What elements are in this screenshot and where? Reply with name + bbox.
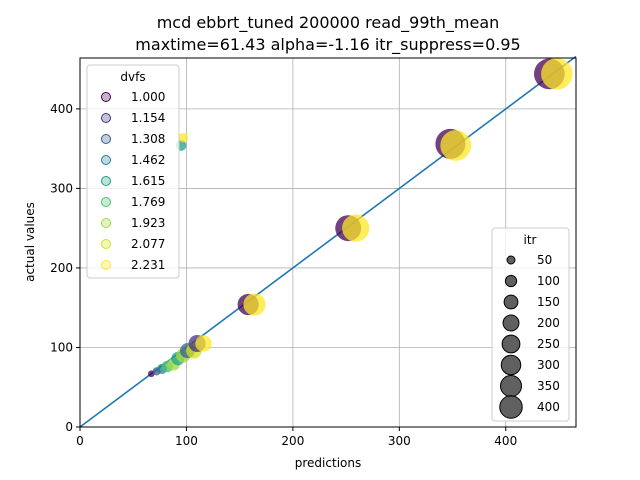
dvfs-legend-marker (101, 134, 111, 144)
itr-legend-marker (499, 395, 523, 419)
dvfs-legend-label: 2.231 (131, 258, 165, 272)
x-tick-label: 100 (175, 434, 198, 448)
itr-legend-label: 350 (537, 379, 560, 393)
dvfs-legend-marker (101, 155, 111, 165)
itr-legend-label: 50 (537, 253, 552, 267)
dvfs-legend-label: 1.769 (131, 195, 165, 209)
itr-legend-marker (500, 354, 522, 376)
x-tick-label: 300 (388, 434, 411, 448)
y-tick-label: 100 (50, 340, 73, 354)
dvfs-legend-label: 1.154 (131, 111, 165, 125)
dvfs-legend-title: dvfs (120, 70, 145, 84)
dvfs-legend-marker (101, 92, 111, 102)
itr-legend-marker (506, 255, 516, 265)
itr-legend-marker (501, 334, 521, 354)
y-axis-ticks: 0 100 200 300 400 (50, 102, 80, 434)
itr-legend-label: 300 (537, 358, 560, 372)
chart-title-line-1: mcd ebbrt_tuned 200000 read_99th_mean (157, 13, 500, 33)
dvfs-legend: dvfs 1.000 1.154 1.308 1.462 1.615 1.769 1.923… (86, 64, 180, 279)
data-point (342, 214, 370, 242)
dvfs-legend-marker (101, 239, 111, 249)
y-tick-label: 0 (65, 420, 73, 434)
dvfs-legend-label: 1.000 (131, 90, 165, 104)
y-tick-label: 300 (50, 181, 73, 195)
y-tick-label: 400 (50, 102, 73, 116)
itr-legend-label: 250 (537, 337, 560, 351)
x-axis-label: predictions (295, 456, 361, 470)
itr-legend-marker (499, 374, 523, 398)
plot-frame (79, 57, 577, 428)
data-points (147, 58, 573, 378)
y-axis-label: actual values (23, 202, 37, 282)
dvfs-legend-label: 1.308 (131, 132, 165, 146)
y-tick-label: 200 (50, 261, 73, 275)
itr-legend-marker (502, 314, 520, 332)
dvfs-legend-label: 1.923 (131, 216, 165, 230)
itr-legend-title: itr (524, 233, 537, 247)
dvfs-legend-marker (101, 197, 111, 207)
x-tick-label: 400 (494, 434, 517, 448)
dvfs-legend-marker (101, 113, 111, 123)
itr-legend-label: 150 (537, 295, 560, 309)
dvfs-legend-marker (101, 218, 111, 228)
dvfs-legend-label: 1.462 (131, 153, 165, 167)
x-tick-label: 200 (281, 434, 304, 448)
data-point (541, 58, 573, 90)
itr-legend: itr 50 100 150 200 250 300 350 400 (491, 227, 570, 422)
dvfs-legend-marker (101, 176, 111, 186)
data-point (195, 335, 212, 352)
itr-legend-label: 400 (537, 400, 560, 414)
data-point (243, 293, 266, 316)
itr-legend-label: 200 (537, 316, 560, 330)
itr-legend-label: 100 (537, 274, 560, 288)
dvfs-legend-label: 1.615 (131, 174, 165, 188)
data-point (440, 130, 472, 161)
itr-legend-marker (503, 294, 519, 310)
dvfs-legend-marker (101, 260, 111, 270)
x-axis-ticks: 0 100 200 300 400 (76, 427, 517, 448)
x-tick-label: 0 (76, 434, 84, 448)
itr-legend-marker (504, 274, 518, 288)
data-point (178, 132, 188, 143)
chart-title-line-2: maxtime=61.43 alpha=-1.16 itr_suppress=0… (135, 35, 520, 55)
dvfs-legend-label: 2.077 (131, 237, 165, 251)
